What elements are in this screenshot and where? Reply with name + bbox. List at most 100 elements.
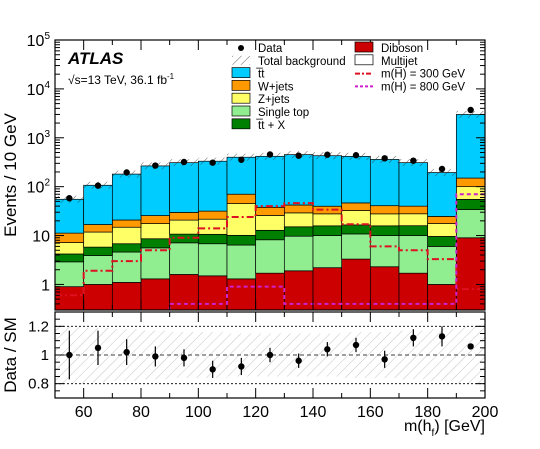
x-tick-label: 160 — [357, 404, 384, 421]
ratio-point — [381, 356, 388, 363]
data-point — [238, 156, 245, 163]
legend-swatch — [354, 54, 374, 66]
ratio-point — [352, 341, 360, 349]
legend-label: Single top — [258, 107, 309, 119]
stack-bar — [169, 242, 199, 275]
data-point — [66, 195, 73, 202]
legend-entry: Z+jets — [231, 92, 290, 106]
x-axis-title-tail: ) [GeV] — [434, 418, 485, 435]
ratio-y-tick-label: 0.8 — [28, 376, 49, 393]
stack-bar — [111, 219, 142, 228]
stack-bar — [111, 173, 142, 221]
stack-bar — [226, 244, 257, 280]
stack-bar — [83, 246, 113, 256]
stack-bar — [312, 225, 343, 236]
data-point — [295, 152, 302, 159]
stack-bar — [398, 162, 429, 207]
y-tick-label-exponent: 3 — [44, 129, 50, 140]
stack-bar — [83, 284, 113, 310]
y-tick-label-base: 10 — [27, 33, 45, 50]
stack-bar — [197, 233, 228, 245]
ratio-y-tick-label: 1.2 — [28, 318, 49, 335]
legend-label: t̅t — [255, 69, 265, 81]
stack-bar — [455, 114, 485, 179]
y-tick-label-exponent: 2 — [44, 178, 50, 189]
stack-bar — [427, 236, 457, 247]
stack-bar — [83, 231, 113, 248]
y-tick-label-base: 10 — [27, 131, 45, 148]
y-tick-label: 10 — [32, 229, 50, 246]
stack-bar — [283, 270, 314, 310]
legend-entry: m(H) = 800 GeV — [355, 81, 465, 93]
stack-bar — [398, 205, 429, 215]
stack-bar — [283, 154, 314, 206]
stack-bar — [255, 239, 285, 274]
stack-bar — [140, 215, 171, 224]
energy-lumi-label: √s=13 TeV, 36.1 fb-1 — [68, 72, 175, 87]
ratio-point — [410, 334, 417, 341]
data-points — [66, 106, 474, 202]
data-point — [352, 152, 360, 159]
legend-entry: W+jets — [231, 80, 294, 93]
legend-swatch — [231, 105, 251, 117]
data-point — [94, 182, 102, 189]
x-tick-label: 120 — [242, 404, 269, 421]
stack-bar — [341, 233, 371, 260]
ratio-point — [238, 363, 245, 370]
stack-bar — [255, 206, 285, 216]
y-tick-label-base: 10 — [27, 82, 45, 99]
legend-label: Multijet — [381, 56, 418, 68]
ratio-y-axis-title: Data / SM — [1, 317, 20, 393]
x-tick-label: 140 — [300, 404, 327, 421]
main-frame — [54, 39, 486, 311]
stack-bar — [169, 274, 199, 310]
x-tick-label: 200 — [472, 404, 499, 421]
stack-bar — [197, 218, 228, 235]
atlas-label: ATLAS — [67, 49, 124, 68]
legend-entry: Diboson — [354, 41, 423, 55]
stack-bar — [283, 235, 314, 272]
y-tick-label-base: 1 — [41, 277, 50, 294]
ratio-point — [209, 366, 216, 373]
legend-label: Data — [258, 43, 283, 55]
x-tick-label: 60 — [75, 404, 93, 421]
y-tick-label: 103 — [27, 129, 51, 148]
ratio-point — [266, 351, 274, 359]
legend-entry: Multijet — [354, 54, 418, 68]
stack-bar — [255, 229, 285, 241]
stack-bar — [169, 162, 199, 213]
stack-bar — [140, 247, 171, 280]
stack-bar — [398, 225, 429, 236]
stack-bar — [312, 155, 343, 207]
legend-label: m(H̅) = 300 GeV — [381, 69, 465, 81]
stack-bar — [427, 284, 457, 310]
legend-marker — [238, 45, 244, 51]
stack-bar — [369, 225, 400, 236]
stack-bar — [369, 235, 400, 268]
y-tick-label-base: 10 — [32, 229, 50, 246]
ratio-point — [94, 344, 102, 352]
y-tick-label-base: 10 — [27, 180, 45, 197]
ratio-point — [324, 346, 331, 353]
legend-swatch — [231, 80, 251, 91]
stack-bar — [398, 213, 429, 227]
uncertainty-band — [456, 110, 485, 118]
ratio-point — [295, 357, 302, 364]
series-6 — [55, 114, 485, 234]
stack-bar — [169, 219, 199, 235]
x-axis-title-main: m(h — [404, 418, 432, 435]
stack-bar — [312, 235, 343, 269]
stack-bar — [140, 165, 171, 216]
ratio-panel: 0.8 1 1.2 — [28, 311, 486, 399]
stack-bar — [83, 224, 113, 233]
stack-bar — [455, 177, 485, 188]
x-tick-label: 180 — [414, 404, 441, 421]
stack-bar — [427, 172, 457, 217]
data-point — [152, 162, 159, 169]
stack-bar — [283, 212, 314, 228]
stack-bar — [341, 210, 371, 226]
legend-entry: Single top — [231, 105, 309, 119]
x-ticks: 60 80 100 120 140 160 180 200 — [54, 40, 499, 421]
legend-label: Z+jets — [258, 94, 290, 106]
